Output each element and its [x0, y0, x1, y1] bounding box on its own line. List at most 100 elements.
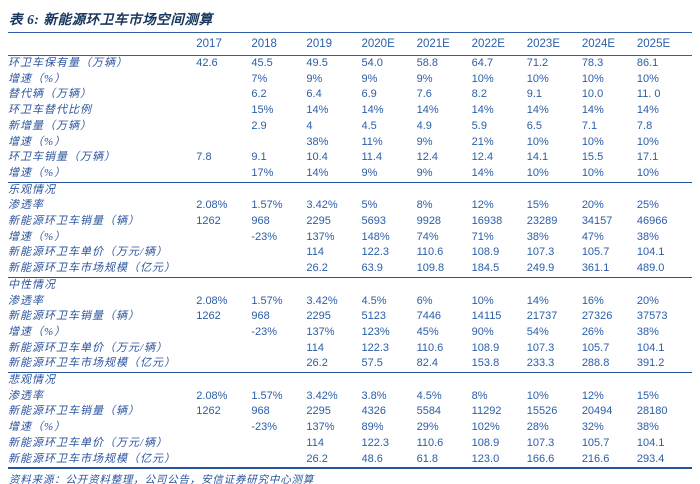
value-cell: 14%: [636, 104, 659, 117]
row-label: 新能源环卫车市场规模（亿元）: [8, 452, 176, 465]
value-cell: [251, 261, 306, 277]
row-label: 渗透率: [8, 389, 44, 402]
row-label: 新增量（万辆）: [8, 119, 92, 132]
value-cell: 137%: [306, 325, 335, 338]
value-cell: 122.3: [361, 341, 390, 354]
row-label: 新能源环卫车销量（辆）: [8, 310, 140, 323]
value-cell: 6.5: [526, 119, 543, 132]
value-cell: 10%: [526, 166, 549, 179]
scenario-section-label: 悲观情况: [8, 372, 692, 389]
row-label: 新能源环卫车单价（万元/辆）: [8, 436, 169, 449]
value-cell: 14%: [471, 166, 494, 179]
value-cell: [196, 103, 251, 119]
value-cell: [251, 356, 306, 372]
value-cell: 114: [306, 341, 324, 354]
value-cell: 216.6: [581, 452, 610, 465]
value-cell: 7%: [251, 72, 268, 85]
value-cell: 122.3: [361, 246, 390, 259]
value-cell: 1.57%: [251, 389, 283, 402]
scenario-section-row: 乐观情况: [8, 181, 692, 199]
value-cell: 14.1: [526, 151, 549, 164]
value-cell: 107.3: [526, 436, 555, 449]
value-cell: 110.6: [416, 341, 444, 354]
value-cell: 4.5%: [416, 389, 442, 402]
value-cell: 9%: [361, 166, 378, 179]
value-cell: 249.9: [526, 262, 555, 275]
value-cell: 104.1: [636, 341, 665, 354]
value-cell: 14%: [306, 166, 329, 179]
table-row: 增速（%） 7% 9% 9% 9% 10% 10% 10% 10%: [8, 72, 692, 88]
value-cell: 71.2: [526, 57, 549, 69]
row-label: 增速（%）: [8, 72, 67, 85]
table-row: 新能源环卫车销量（辆） 1262 968 2295 5123 7446 14115 21737…: [8, 309, 692, 325]
value-cell: 4326: [361, 405, 386, 418]
value-cell: 8.2: [471, 88, 487, 101]
value-cell: 38%: [526, 230, 549, 243]
value-cell: 86.1: [636, 57, 659, 69]
value-cell: 6.4: [306, 88, 322, 101]
year-column-header: 2019: [306, 32, 362, 56]
value-cell: 105.7: [581, 341, 610, 354]
value-cell: 9%: [361, 72, 378, 85]
value-cell: 110.6: [416, 246, 444, 259]
value-cell: [251, 135, 306, 151]
value-cell: 17.1: [636, 151, 659, 164]
value-cell: 7.8: [636, 119, 653, 132]
table-row: 增速（%） 17% 14% 9% 9% 14% 10% 10% 10%: [8, 166, 692, 182]
value-cell: 166.6: [526, 452, 555, 465]
value-cell: 9%: [306, 72, 323, 85]
value-cell: 14115: [471, 310, 502, 323]
value-cell: 110.6: [416, 436, 444, 449]
value-cell: -23%: [251, 421, 278, 434]
value-cell: 10%: [526, 135, 549, 148]
value-cell: 15526: [526, 405, 558, 418]
value-cell: 15%: [526, 199, 549, 212]
table-row: 替代辆（万辆） 6.2 6.4 6.9 7.6 8.2 9.1 10.0 11. 0: [8, 87, 692, 103]
value-cell: 12.4: [416, 151, 438, 164]
value-cell: [196, 452, 251, 469]
row-label: 新能源环卫车单价（万元/辆）: [8, 246, 169, 259]
value-cell: 4: [306, 119, 313, 132]
value-cell: [251, 452, 306, 469]
value-cell: [251, 341, 306, 357]
year-column-header: 2023E: [526, 32, 582, 56]
value-cell: 54.0: [361, 57, 383, 69]
table-row: 增速（%） -23% 137% 89% 29% 102% 28% 32% 38%: [8, 420, 692, 436]
value-cell: 29%: [416, 421, 439, 434]
value-cell: 11292: [471, 405, 502, 418]
value-cell: 25%: [636, 199, 659, 212]
value-cell: 12.4: [471, 151, 494, 164]
value-cell: 4.9: [416, 119, 432, 132]
value-cell: 108.9: [471, 246, 500, 259]
value-cell: [196, 261, 251, 277]
value-cell: 26%: [581, 325, 604, 338]
value-cell: 4.5: [361, 119, 377, 132]
value-cell: 89%: [361, 421, 384, 434]
value-cell: 45%: [416, 325, 439, 338]
value-cell: 2.08%: [196, 294, 228, 307]
value-cell: 8%: [416, 199, 433, 212]
row-label: 增速（%）: [8, 230, 67, 243]
value-cell: [196, 436, 251, 452]
value-cell: 14%: [581, 104, 604, 117]
value-cell: 10%: [581, 72, 604, 85]
value-cell: 54%: [526, 325, 549, 338]
page-title: 表 6: 新能源环卫车市场空间测算: [9, 12, 213, 27]
value-cell: 123.0: [471, 452, 500, 465]
value-cell: 4.5%: [361, 294, 387, 307]
value-cell: 14%: [306, 104, 329, 117]
value-cell: 9.1: [526, 88, 543, 101]
value-cell: 6.9: [361, 88, 377, 101]
value-cell: 47%: [581, 230, 604, 243]
value-cell: 5693: [361, 215, 386, 228]
value-cell: 10%: [636, 72, 659, 85]
value-cell: [196, 245, 251, 261]
value-cell: 9.1: [251, 151, 267, 164]
table-row: 增速（%） -23% 137% 123% 45% 90% 54% 26% 38%: [8, 325, 692, 341]
value-cell: 14%: [471, 104, 494, 117]
value-cell: 5584: [416, 405, 442, 418]
value-cell: 968: [251, 405, 270, 418]
value-cell: 14%: [416, 104, 439, 117]
value-cell: 2.08%: [196, 389, 228, 402]
value-cell: 137%: [306, 421, 335, 434]
